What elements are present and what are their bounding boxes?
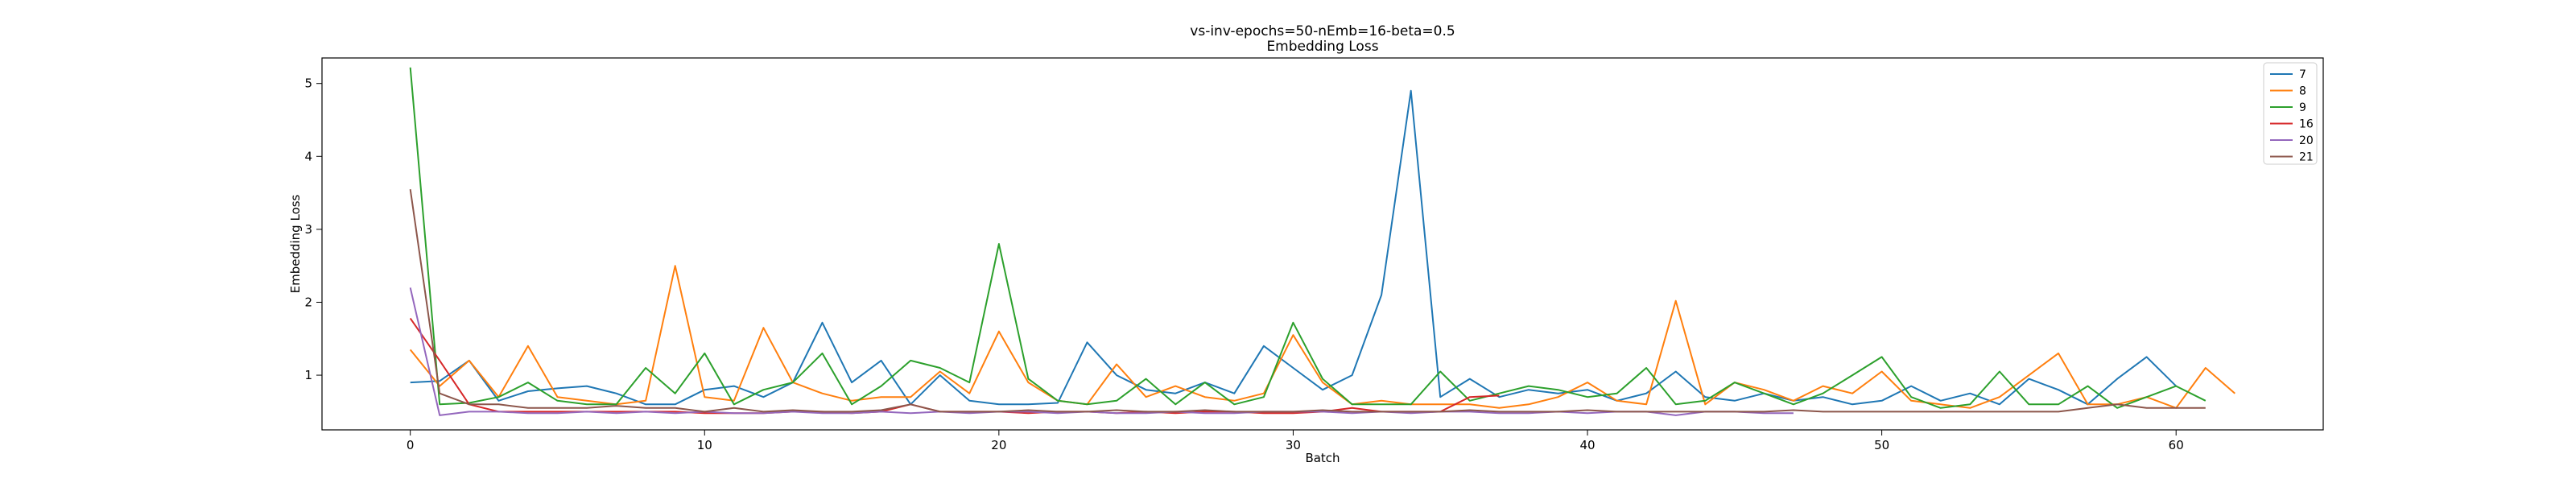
x-tick-label: 60 (2169, 438, 2184, 452)
chart-subtitle: Embedding Loss (1266, 39, 1378, 55)
x-tick-label: 0 (407, 438, 415, 452)
legend-label-20: 20 (2299, 134, 2314, 147)
series-layer (409, 67, 2235, 416)
y-axis-label: Embedding Loss (288, 194, 303, 293)
legend-label-7: 7 (2299, 68, 2306, 81)
x-tick-label: 40 (1579, 438, 1595, 452)
plot-area-frame (321, 57, 2324, 431)
x-tick-label: 10 (697, 438, 712, 452)
series-line-9 (409, 67, 2207, 409)
legend-box (2263, 62, 2318, 165)
y-tick-label: 3 (304, 222, 312, 237)
legend-label-9: 9 (2299, 101, 2306, 114)
x-tick-label: 20 (991, 438, 1006, 452)
x-axis-ticks: 0 10 20 30 40 50 60 (407, 430, 2184, 452)
y-tick-label: 4 (304, 149, 312, 163)
legend-label-8: 8 (2299, 85, 2306, 98)
legend-label-16: 16 (2299, 118, 2314, 131)
series-line-8 (409, 265, 2235, 409)
y-tick-label: 2 (304, 295, 312, 309)
legend-label-21: 21 (2299, 151, 2314, 164)
y-axis-ticks: 1 2 3 4 5 (304, 76, 322, 382)
y-tick-label: 5 (304, 76, 312, 91)
y-tick-label: 1 (304, 368, 312, 382)
series-line-21 (409, 188, 2206, 413)
x-axis-label: Batch (1305, 451, 1340, 465)
legend: 7 8 9 16 20 21 (2263, 62, 2318, 165)
chart-title: vs-inv-epochs=50-nEmb=16-beta=0.5 (1190, 23, 1455, 39)
x-tick-label: 50 (1874, 438, 1889, 452)
series-line-7 (410, 89, 2177, 406)
x-tick-label: 30 (1286, 438, 1301, 452)
